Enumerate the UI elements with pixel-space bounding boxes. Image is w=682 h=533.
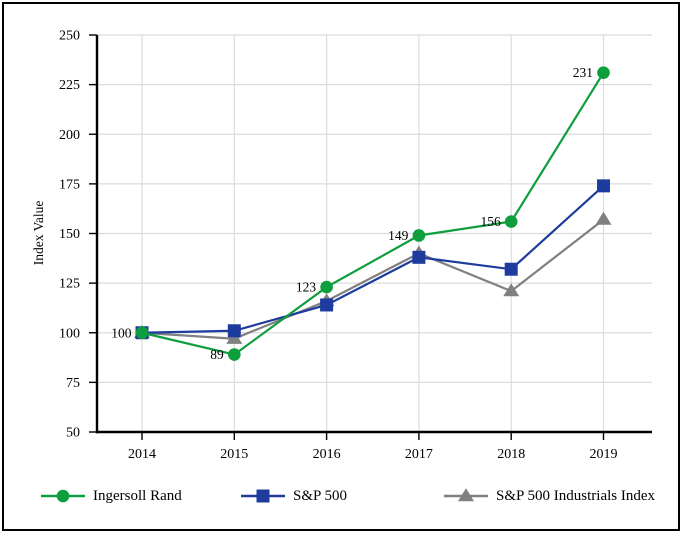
data-point-square: [320, 298, 334, 312]
legend-label-sp500: S&P 500: [293, 487, 348, 504]
legend-label-ingersoll-rand: Ingersoll Rand: [93, 487, 182, 504]
data-point-square: [597, 179, 610, 193]
data-label: 123: [296, 280, 317, 295]
y-tick-label: 100: [59, 326, 80, 341]
data-label: 100: [111, 325, 132, 340]
x-tick-label: 2017: [405, 447, 433, 462]
y-axis-title: Index Value: [31, 201, 46, 266]
y-tick-label: 250: [59, 29, 80, 44]
x-tick-label: 2019: [590, 447, 618, 462]
line-chart: 50 75 100 125 150 175 200 225 250 2014 2015 2016 201…: [31, 29, 652, 462]
x-tick-label: 2018: [497, 447, 525, 462]
series-s-p-500-industrials-index: [134, 211, 612, 344]
y-tick-label: 175: [59, 177, 80, 192]
triangle-marker-swatch: [444, 488, 488, 502]
y-tick-label: 50: [66, 426, 80, 441]
data-point-circle: [56, 489, 70, 503]
data-point-triangle: [458, 488, 474, 502]
data-point-circle: [320, 280, 333, 294]
y-tick-label: 225: [59, 78, 80, 93]
data-label: 156: [480, 214, 501, 229]
data-label: 89: [210, 347, 224, 362]
data-label: 231: [573, 65, 593, 80]
y-tick-label: 150: [59, 227, 80, 242]
y-tick-label: 75: [66, 376, 80, 391]
legend-item-sp500-industrials: S&P 500 Industrials Index: [443, 484, 655, 508]
x-tick-label: 2016: [313, 447, 341, 462]
y-tick-label: 125: [59, 277, 80, 292]
circle-marker-swatch: [41, 489, 85, 503]
data-label: 149: [388, 228, 409, 243]
data-point-triangle: [503, 283, 520, 297]
series-ingersoll-rand: 100 89 123 149 156 231: [111, 65, 610, 362]
data-point-circle: [228, 348, 241, 361]
legend-item-sp500: S&P 500: [240, 484, 347, 508]
data-point-circle: [412, 229, 426, 242]
data-point-circle: [135, 326, 149, 340]
x-tick-label: 2014: [128, 447, 156, 462]
data-point-triangle: [226, 330, 243, 344]
data-point-circle: [597, 66, 610, 80]
legend-item-ingersoll-rand: Ingersoll Rand: [40, 484, 182, 508]
data-point-square: [504, 262, 518, 276]
data-point-square: [227, 324, 241, 338]
square-marker-swatch: [241, 489, 285, 503]
legend-label-sp500-industrials: S&P 500 Industrials Index: [496, 487, 656, 504]
y-tick-label: 200: [59, 128, 80, 143]
data-point-circle: [504, 215, 518, 228]
data-point-triangle: [595, 211, 612, 225]
data-point-square: [412, 250, 426, 264]
series-line: [141, 218, 605, 340]
series-line: [141, 185, 605, 334]
data-point-square: [256, 489, 270, 503]
x-tick-label: 2015: [220, 447, 248, 462]
series-s-p-500: [135, 179, 610, 340]
series-line: [141, 72, 605, 356]
legend: Ingersoll Rand S&P 500 S&P 500 Industria…: [4, 484, 682, 508]
